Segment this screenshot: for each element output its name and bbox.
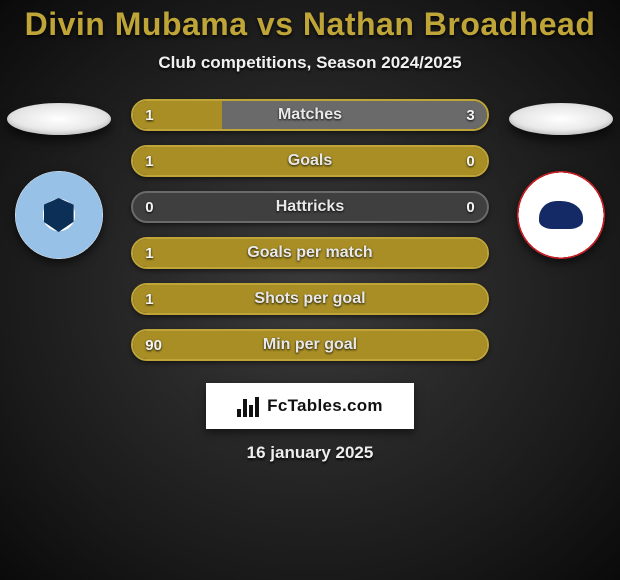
left-player-column (4, 99, 113, 259)
stat-bar-fill-right (222, 101, 487, 129)
stat-bar-fill-left (133, 147, 487, 175)
left-player-placeholder (7, 103, 111, 135)
right-player-column (507, 99, 616, 259)
stat-value-left: 0 (145, 193, 153, 221)
stat-bar-fill-left (133, 101, 221, 129)
stat-bar-fill-left (133, 285, 487, 313)
page-subtitle: Club competitions, Season 2024/2025 (0, 53, 620, 73)
main-row: 13Matches 10Goals 0 0Hattricks 1Goals per ma… (0, 99, 620, 361)
stat-value-right: 0 (466, 193, 474, 221)
stat-bar: 1Shots per goal (131, 283, 489, 315)
stat-bar: 10Goals (131, 145, 489, 177)
stat-label: Hattricks (133, 193, 487, 221)
page-title: Divin Mubama vs Nathan Broadhead (0, 6, 620, 43)
bar-chart-icon (237, 395, 259, 417)
stat-bar: 0 0Hattricks (131, 191, 489, 223)
left-club-badge-icon (15, 171, 103, 259)
date-line: 16 january 2025 (0, 443, 620, 463)
watermark-text: FcTables.com (267, 396, 383, 416)
right-club-badge-icon (517, 171, 605, 259)
watermark: FcTables.com (206, 383, 414, 429)
stat-bar: 1Goals per match (131, 237, 489, 269)
stat-bar-fill-left (133, 331, 487, 359)
right-player-placeholder (509, 103, 613, 135)
stat-bar-fill-left (133, 239, 487, 267)
comparison-infographic: Divin Mubama vs Nathan Broadhead Club co… (0, 0, 620, 580)
stat-bar: 90Min per goal (131, 329, 489, 361)
stat-bar: 13Matches (131, 99, 489, 131)
stats-bars: 13Matches 10Goals 0 0Hattricks 1Goals per ma… (131, 99, 489, 361)
